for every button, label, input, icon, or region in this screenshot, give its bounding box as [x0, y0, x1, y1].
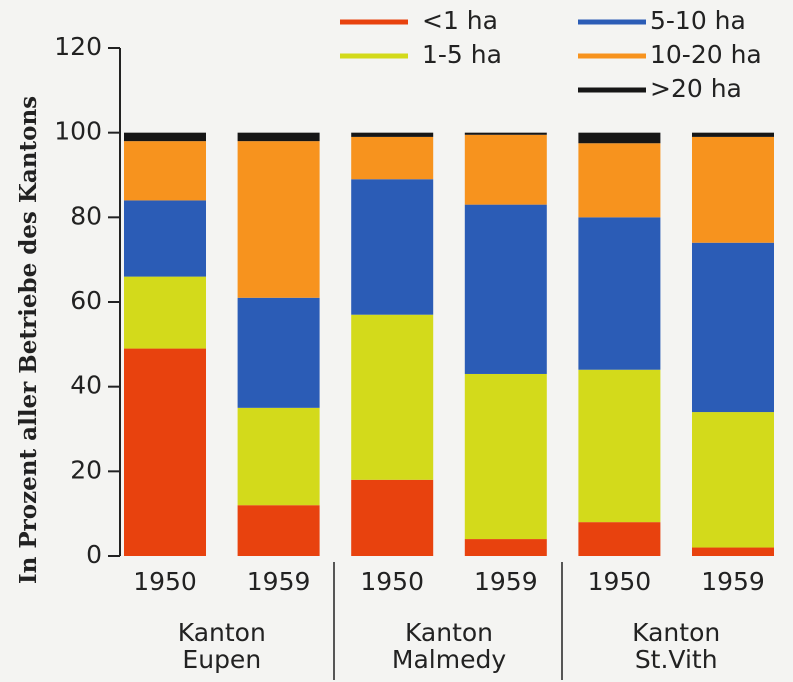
bar-segment: [351, 479, 434, 556]
bar-segment: [351, 179, 434, 315]
y-tick-label: 100: [54, 117, 102, 146]
bar-segment: [692, 136, 774, 243]
y-tick-label: 80: [70, 201, 102, 230]
x-tick-label: 1959: [247, 567, 311, 596]
group-label: Kanton: [178, 618, 266, 647]
bar-segment: [351, 136, 434, 180]
legend-label: 1-5 ha: [422, 40, 502, 69]
legend-label: 5-10 ha: [650, 6, 746, 35]
y-tick-label: 60: [70, 286, 102, 315]
legend-label: >20 ha: [650, 74, 742, 103]
bar-segment: [124, 132, 206, 142]
y-tick-label: 20: [70, 455, 102, 484]
legend-label: <1 ha: [422, 6, 498, 35]
bar-segment: [237, 407, 320, 506]
bar-segment: [237, 132, 320, 142]
group-label: Eupen: [182, 645, 261, 674]
bar-segment: [464, 539, 547, 556]
bar-segment: [578, 132, 661, 144]
bar-segment: [351, 314, 434, 480]
group-label: Kanton: [405, 618, 493, 647]
bar-segment: [237, 505, 320, 556]
bar-segment: [692, 242, 774, 413]
bar-segment: [464, 134, 547, 205]
bar-segment: [692, 547, 774, 556]
bar-segment: [464, 204, 547, 374]
bar-segment: [124, 276, 206, 349]
bar-segment: [578, 522, 661, 556]
y-tick-label: 40: [70, 371, 102, 400]
x-tick-label: 1950: [360, 567, 424, 596]
bar-segment: [124, 200, 206, 277]
legend-label: 10-20 ha: [650, 40, 762, 69]
bar-segment: [692, 412, 774, 548]
x-tick-label: 1950: [588, 567, 652, 596]
bar-segment: [464, 132, 547, 135]
bar-segment: [578, 143, 661, 218]
x-tick-label: 1959: [474, 567, 538, 596]
bar-segment: [124, 348, 206, 556]
y-tick-label: 0: [86, 540, 102, 569]
y-axis-label: In Prozent aller Betriebe des Kantons: [15, 96, 42, 584]
group-label: St.Vith: [635, 645, 718, 674]
bar-segment: [578, 369, 661, 523]
group-label: Kanton: [632, 618, 720, 647]
bar-segment: [578, 217, 661, 370]
bar-segment: [692, 132, 774, 137]
y-tick-label: 120: [54, 32, 102, 61]
bar-segment: [351, 132, 434, 137]
x-tick-label: 1959: [701, 567, 765, 596]
bar-segment: [124, 141, 206, 201]
bar-segment: [237, 141, 320, 298]
bar-segment: [464, 373, 547, 540]
bar-segment: [237, 297, 320, 408]
group-label: Malmedy: [392, 645, 506, 674]
x-tick-label: 1950: [133, 567, 197, 596]
